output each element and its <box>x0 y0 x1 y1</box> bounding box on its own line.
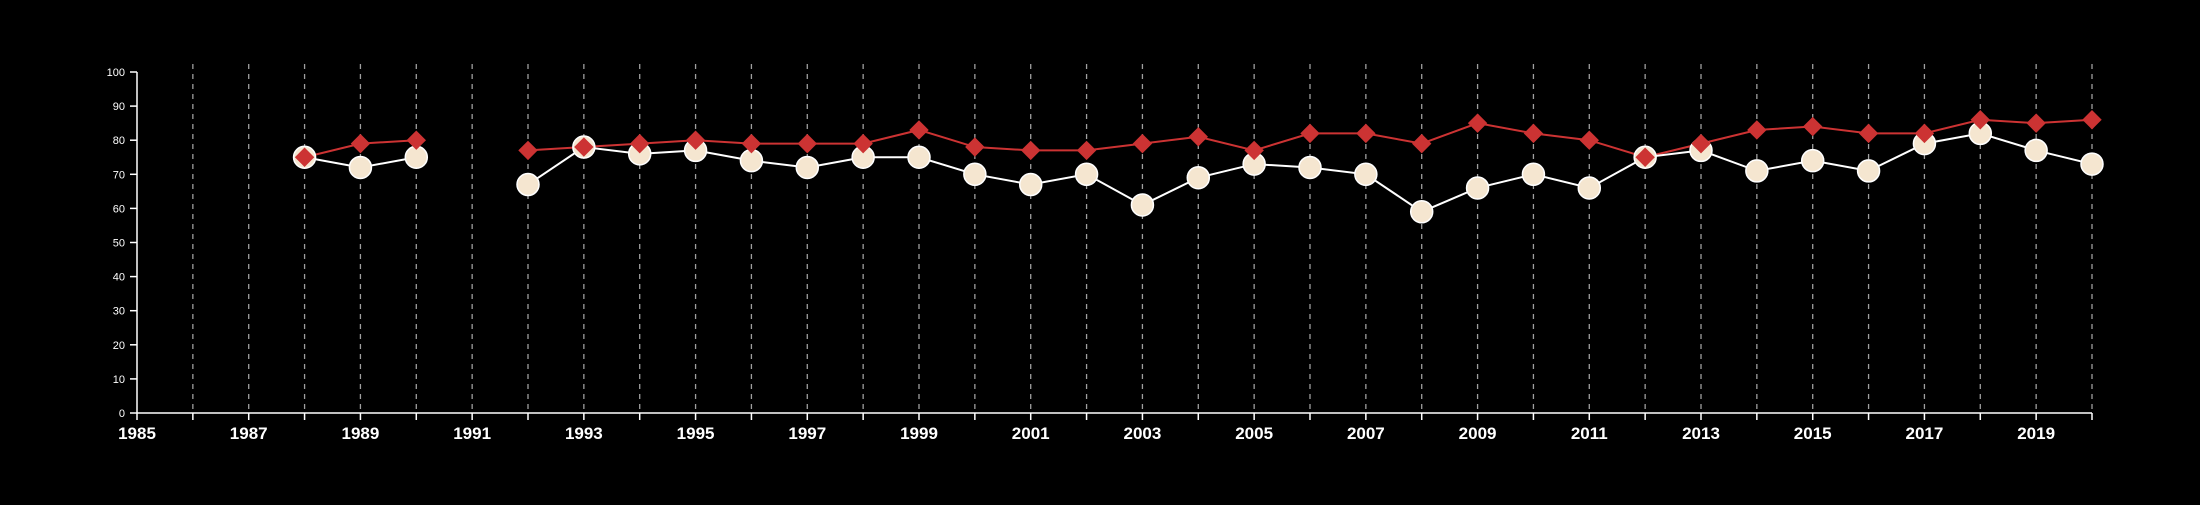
x-tick-label: 1999 <box>900 424 938 443</box>
data-point-diamond <box>294 147 315 167</box>
x-tick-label: 1995 <box>677 424 715 443</box>
x-tick-label: 2017 <box>1906 424 1944 443</box>
data-point-diamond <box>518 140 538 161</box>
x-tick-label: 2013 <box>1682 424 1720 443</box>
vertical-grid <box>192 64 2093 413</box>
series-0-markers <box>294 110 2102 167</box>
data-point-circle <box>1745 159 1769 183</box>
data-point-circle <box>1465 176 1490 200</box>
data-point-diamond <box>630 133 650 154</box>
data-point-diamond <box>2082 110 2102 130</box>
x-tick-label: 1997 <box>788 424 826 443</box>
data-point-circle <box>907 145 931 169</box>
data-point-circle <box>1354 162 1378 187</box>
data-point-diamond <box>1412 133 1432 154</box>
data-point-circle <box>1130 193 1155 217</box>
data-point-diamond <box>1635 147 1655 167</box>
y-tick-label: 0 <box>119 408 125 420</box>
data-point-diamond <box>797 133 817 154</box>
data-point-diamond <box>965 137 985 157</box>
x-tick-label: 2005 <box>1235 424 1273 443</box>
data-point-diamond <box>1188 127 1208 147</box>
y-tick-label: 100 <box>107 67 125 79</box>
x-tick-label: 1991 <box>453 424 491 443</box>
data-point-diamond <box>1300 123 1320 144</box>
data-point-diamond <box>909 120 929 140</box>
data-point-circle <box>1800 148 1825 173</box>
y-tick-label: 20 <box>113 340 125 352</box>
x-tick-label: 2007 <box>1347 424 1385 443</box>
x-tick-label: 1987 <box>230 424 268 443</box>
y-tick-label: 60 <box>113 203 125 215</box>
y-tick-label: 80 <box>113 135 125 147</box>
x-tick-label: 2009 <box>1459 424 1497 443</box>
data-point-diamond <box>1579 130 1599 150</box>
data-point-diamond <box>1914 123 1935 144</box>
y-tick-label: 40 <box>113 272 125 284</box>
x-tick-label: 2003 <box>1124 424 1162 443</box>
data-point-diamond <box>406 130 426 150</box>
data-point-diamond <box>1747 120 1767 140</box>
y-tick-label: 90 <box>113 101 125 113</box>
data-point-circle <box>1018 172 1043 197</box>
series-1-markers <box>292 121 2104 224</box>
axes: 0 10 20 30 40 50 60 70 80 90 100 1985 1987 1989 1991 19… <box>107 67 2093 443</box>
data-point-circle <box>1186 165 1211 190</box>
y-tick-label: 50 <box>113 238 125 250</box>
y-tick-label: 10 <box>113 374 125 386</box>
x-tick-label: 2019 <box>2017 424 2055 443</box>
data-point-diamond <box>1803 116 1823 137</box>
data-point-diamond <box>1244 140 1264 161</box>
y-tick-label: 70 <box>113 169 125 181</box>
data-point-circle <box>1577 176 1602 200</box>
data-point-diamond <box>685 130 706 150</box>
data-point-circle <box>795 155 820 180</box>
data-point-diamond <box>1691 133 1711 154</box>
data-point-diamond <box>741 133 762 154</box>
x-tick-label: 2015 <box>1794 424 1832 443</box>
data-point-diamond <box>350 133 371 154</box>
data-point-circle <box>348 155 373 180</box>
data-point-circle <box>2024 138 2048 163</box>
x-tick-label: 1985 <box>118 424 156 443</box>
data-point-circle <box>1521 162 1546 187</box>
data-point-circle <box>1074 162 1099 187</box>
data-point-circle <box>2080 152 2104 176</box>
data-point-diamond <box>1356 123 1376 144</box>
data-point-circle <box>1409 200 1434 224</box>
data-point-circle <box>963 162 987 187</box>
data-point-diamond <box>1970 110 1990 130</box>
data-point-diamond <box>1523 123 1544 144</box>
data-point-diamond <box>853 133 873 154</box>
data-point-circle <box>1856 159 1881 183</box>
x-tick-label: 1989 <box>342 424 380 443</box>
data-point-diamond <box>1021 140 1041 161</box>
x-tick-label: 1993 <box>565 424 603 443</box>
x-tick-label: 2011 <box>1571 424 1608 443</box>
data-point-diamond <box>2026 113 2046 133</box>
x-tick-label: 2001 <box>1012 424 1050 443</box>
data-point-diamond <box>1076 140 1097 161</box>
data-point-diamond <box>1132 133 1153 154</box>
data-point-diamond <box>1858 123 1879 144</box>
data-point-circle <box>1298 155 1322 180</box>
data-point-diamond <box>574 137 594 157</box>
y-tick-label: 30 <box>113 306 125 318</box>
data-point-circle <box>516 172 540 197</box>
data-point-diamond <box>1467 113 1488 133</box>
